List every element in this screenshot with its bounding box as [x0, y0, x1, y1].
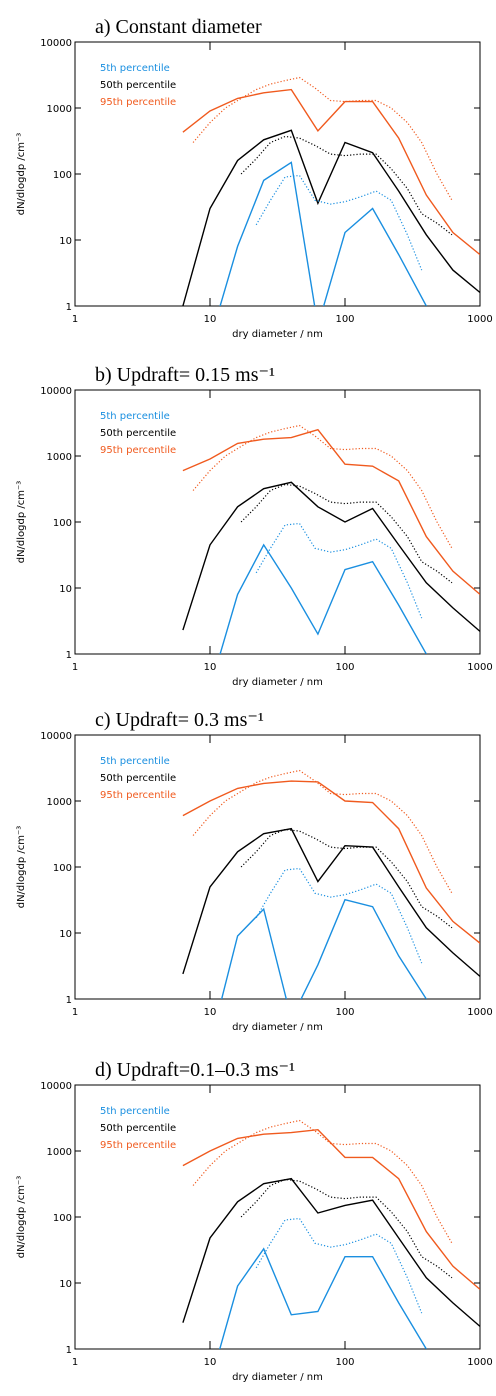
series-line — [182, 88, 480, 256]
x-tick-label: 100 — [335, 662, 354, 673]
y-tick-label: 10000 — [40, 386, 72, 397]
x-tick-label: 1000 — [467, 1357, 492, 1368]
x-tick-label: 100 — [335, 1357, 354, 1368]
series-line — [192, 769, 453, 894]
panel: a) Constant diameter 1 10 100 1000 10000 1 10 10… — [16, 16, 493, 340]
y-tick-label: 100 — [53, 170, 72, 181]
y-tick-label: 1000 — [47, 452, 72, 463]
y-tick-label: 1 — [66, 650, 72, 661]
series-line — [182, 129, 480, 306]
y-tick-label: 10000 — [40, 1081, 72, 1092]
series-line — [182, 1177, 480, 1327]
y-tick-label: 1 — [66, 995, 72, 1006]
panel: c) Updraft= 0.3 ms⁻¹ 1 10 100 1000 10000 1 10 10… — [16, 709, 493, 1033]
legend-entry: 5th percentile — [100, 63, 170, 74]
series-line — [182, 428, 480, 595]
series-line — [240, 483, 453, 584]
legend-entry: 50th percentile — [100, 80, 176, 91]
series-line — [192, 424, 453, 549]
x-axis-label: dry diameter / nm — [232, 677, 323, 688]
x-tick-label: 1 — [72, 662, 78, 673]
x-tick-label: 100 — [335, 314, 354, 325]
x-tick-label: 10 — [204, 1357, 217, 1368]
legend-entry: 50th percentile — [100, 428, 176, 439]
y-tick-label: 1000 — [47, 797, 72, 808]
x-tick-label: 1000 — [467, 662, 492, 673]
legend-entry: 50th percentile — [100, 1123, 176, 1134]
x-axis-label: dry diameter / nm — [232, 1022, 323, 1033]
x-axis-label: dry diameter / nm — [232, 329, 323, 340]
y-tick-label: 10 — [59, 236, 72, 247]
legend-entry: 5th percentile — [100, 756, 170, 767]
y-axis-label: dN/dlogdp /cm⁻³ — [16, 1176, 27, 1259]
series-line — [219, 543, 427, 654]
legend-entry: 95th percentile — [100, 97, 176, 108]
y-tick-label: 10000 — [40, 38, 72, 49]
y-tick-label: 100 — [53, 1213, 72, 1224]
x-tick-label: 100 — [335, 1007, 354, 1018]
series-line — [240, 1178, 453, 1279]
y-tick-label: 10 — [59, 1279, 72, 1290]
y-axis-label: dN/dlogdp /cm⁻³ — [16, 133, 27, 216]
x-tick-label: 10 — [204, 314, 217, 325]
panel: d) Updraft=0.1–0.3 ms⁻¹ 1 10 100 1000 10000 1 1… — [16, 1059, 493, 1383]
x-tick-label: 1 — [72, 1007, 78, 1018]
y-tick-label: 100 — [53, 518, 72, 529]
x-axis-label: dry diameter / nm — [232, 1372, 323, 1383]
y-tick-label: 1 — [66, 302, 72, 313]
panel-title: a) Constant diameter — [95, 16, 262, 38]
legend-entry: 95th percentile — [100, 1140, 176, 1151]
panel-title: d) Updraft=0.1–0.3 ms⁻¹ — [95, 1059, 295, 1081]
x-tick-label: 1000 — [467, 1007, 492, 1018]
x-tick-label: 10 — [204, 1007, 217, 1018]
y-axis-label: dN/dlogdp /cm⁻³ — [16, 481, 27, 564]
y-axis-label: dN/dlogdp /cm⁻³ — [16, 826, 27, 909]
x-tick-label: 1 — [72, 1357, 78, 1368]
x-tick-label: 1000 — [467, 314, 492, 325]
series-line — [240, 135, 453, 236]
legend-entry: 95th percentile — [100, 445, 176, 456]
series-line — [255, 522, 423, 619]
legend-entry: 50th percentile — [100, 773, 176, 784]
series-line — [255, 1217, 423, 1314]
series-line — [182, 1128, 480, 1290]
panel-title: c) Updraft= 0.3 ms⁻¹ — [95, 709, 264, 731]
y-tick-label: 1 — [66, 1345, 72, 1356]
x-tick-label: 10 — [204, 662, 217, 673]
x-tick-label: 1 — [72, 314, 78, 325]
series-line — [240, 828, 453, 929]
series-line — [219, 161, 427, 306]
legend-entry: 5th percentile — [100, 1106, 170, 1117]
y-tick-label: 10 — [59, 584, 72, 595]
y-tick-label: 100 — [53, 863, 72, 874]
series-line — [220, 898, 427, 999]
series-line — [219, 1247, 427, 1349]
series-line — [255, 174, 423, 271]
series-line — [192, 76, 453, 201]
y-tick-label: 10000 — [40, 731, 72, 742]
series-line — [192, 1119, 453, 1244]
series-line — [182, 481, 480, 632]
y-tick-label: 10 — [59, 929, 72, 940]
legend-entry: 95th percentile — [100, 790, 176, 801]
series-line — [255, 867, 423, 964]
y-tick-label: 1000 — [47, 104, 72, 115]
series-line — [182, 780, 480, 944]
y-tick-label: 1000 — [47, 1147, 72, 1158]
legend-entry: 5th percentile — [100, 411, 170, 422]
panel-title: b) Updraft= 0.15 ms⁻¹ — [95, 364, 275, 386]
panel: b) Updraft= 0.15 ms⁻¹ 1 10 100 1000 10000 1 10 1… — [16, 364, 493, 688]
series-line — [182, 827, 480, 977]
